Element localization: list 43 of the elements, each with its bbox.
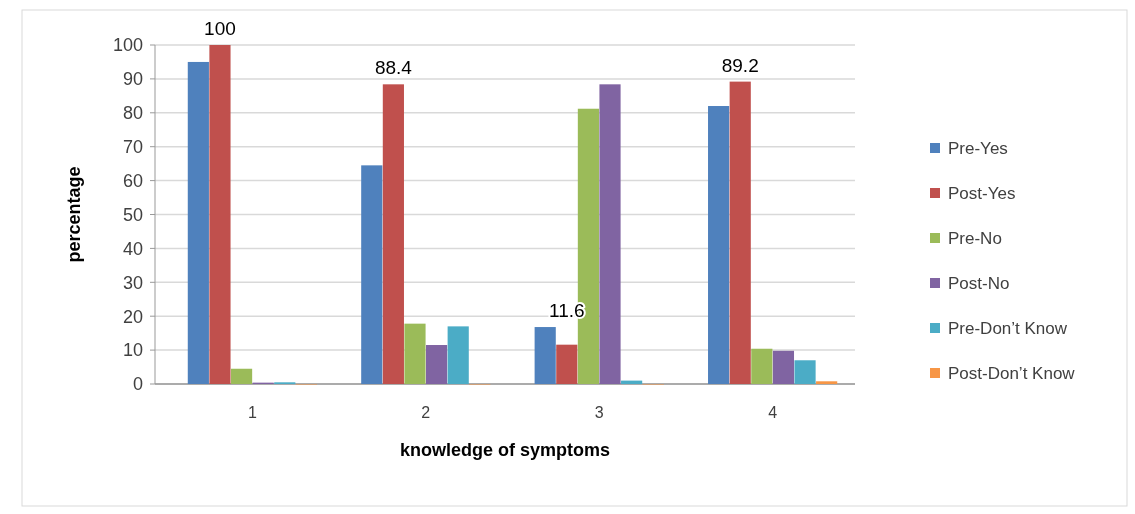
- x-tick-label: 2: [421, 404, 431, 421]
- y-tick-label: 70: [122, 137, 143, 157]
- legend-label: Pre-Yes: [948, 138, 1008, 158]
- data-label: 88.4: [374, 57, 413, 79]
- legend-label: Post-No: [948, 273, 1010, 293]
- x-axis-title: knowledge of symptoms: [399, 440, 611, 460]
- y-tick-label: 100: [112, 35, 143, 56]
- y-axis-title: percentage: [64, 166, 84, 263]
- bar: [816, 381, 838, 384]
- y-tick-label: 10: [122, 340, 143, 361]
- bar: [382, 84, 404, 384]
- bar: [230, 368, 253, 384]
- legend-label: Pre-No: [948, 228, 1002, 248]
- x-tick-label: 3: [594, 404, 604, 421]
- bar: [361, 165, 383, 384]
- bar: [187, 61, 209, 384]
- bar: [426, 345, 448, 384]
- bar: [599, 84, 621, 384]
- y-tick-label: 40: [122, 238, 143, 259]
- x-tick-label: 4: [768, 404, 778, 421]
- y-tick-label: 0: [132, 374, 143, 395]
- legend-label: Post-Don’t Know: [948, 363, 1076, 383]
- bar: [772, 350, 795, 384]
- data-label: 89.2: [721, 54, 759, 76]
- y-tick-label: 60: [122, 170, 143, 191]
- bar: [447, 326, 469, 384]
- y-tick-label: 50: [122, 204, 143, 225]
- bar: [209, 45, 231, 384]
- bar: [729, 81, 751, 384]
- bar: [404, 323, 426, 384]
- y-tick-label: 80: [122, 103, 143, 124]
- legend-label: Pre-Don’t Know: [948, 318, 1068, 338]
- data-label: 100: [204, 18, 236, 39]
- bar: [534, 327, 556, 384]
- legend-label: Post-Yes: [948, 183, 1016, 203]
- x-tick-label: 1: [247, 404, 257, 421]
- bar: [708, 106, 730, 384]
- bar: [556, 344, 578, 384]
- y-tick-label: 90: [122, 69, 143, 90]
- bar: [751, 348, 773, 384]
- bar: [794, 360, 816, 384]
- y-tick-label: 30: [122, 272, 143, 293]
- y-tick-label: 20: [122, 306, 143, 327]
